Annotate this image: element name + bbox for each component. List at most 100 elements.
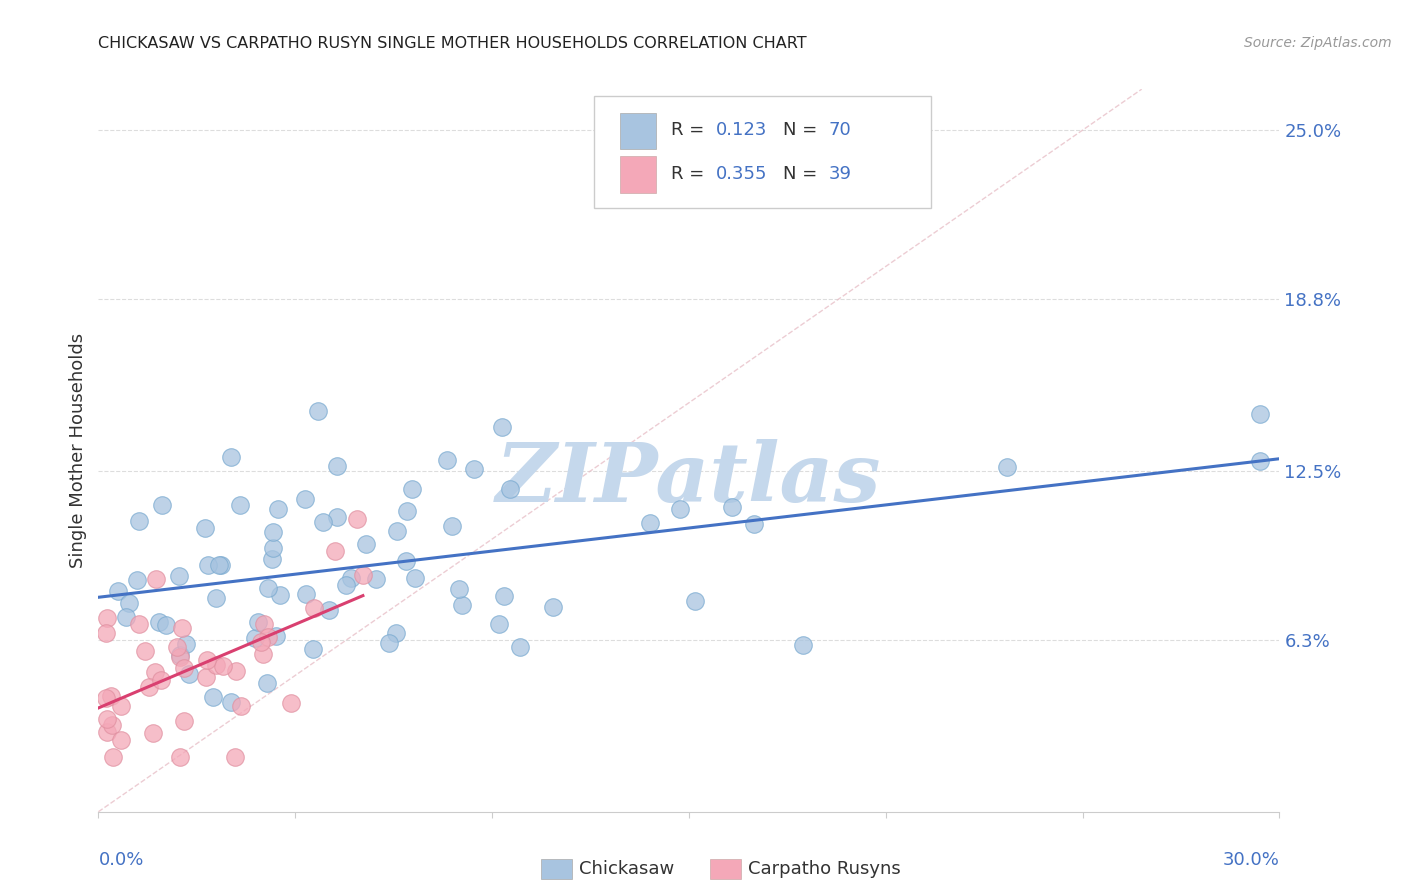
Text: N =: N = [783, 121, 824, 139]
Point [128, 514, 150, 528]
Point [436, 453, 458, 467]
Point [134, 644, 156, 658]
Y-axis label: Single Mother Households: Single Mother Households [69, 333, 87, 568]
Point [138, 680, 160, 694]
Point [169, 750, 191, 764]
Text: 70: 70 [828, 121, 851, 139]
Text: 30.0%: 30.0% [1223, 851, 1279, 869]
FancyBboxPatch shape [620, 113, 655, 149]
Point [96, 610, 118, 624]
Point [249, 635, 271, 649]
Point [499, 482, 522, 496]
Point [318, 603, 340, 617]
Text: Source: ZipAtlas.com: Source: ZipAtlas.com [1244, 36, 1392, 50]
Point [143, 665, 166, 679]
Point [257, 630, 280, 644]
Point [1249, 408, 1271, 422]
Point [145, 572, 167, 586]
FancyBboxPatch shape [620, 156, 655, 193]
Point [301, 642, 323, 657]
Point [995, 460, 1018, 475]
Point [256, 676, 278, 690]
Point [447, 582, 470, 596]
Point [142, 726, 165, 740]
Text: Chickasaw: Chickasaw [579, 860, 675, 878]
Point [224, 750, 246, 764]
FancyBboxPatch shape [595, 96, 931, 209]
Point [101, 750, 124, 764]
Point [245, 631, 267, 645]
Point [302, 600, 325, 615]
Point [269, 587, 291, 601]
Text: R =: R = [671, 121, 710, 139]
Point [169, 648, 191, 662]
Point [229, 498, 252, 512]
Point [396, 504, 419, 518]
Point [541, 600, 564, 615]
Text: 0.0%: 0.0% [98, 851, 143, 869]
Point [295, 587, 318, 601]
Text: Carpatho Rusyns: Carpatho Rusyns [748, 860, 901, 878]
Point [488, 617, 510, 632]
Point [323, 544, 346, 558]
Point [100, 689, 122, 703]
Point [280, 696, 302, 710]
Point [326, 510, 349, 524]
Point [385, 626, 408, 640]
Point [219, 695, 242, 709]
Point [194, 521, 217, 535]
Point [264, 629, 287, 643]
Point [110, 733, 132, 747]
Point [169, 649, 191, 664]
Point [509, 640, 531, 654]
Point [307, 404, 329, 418]
Text: 39: 39 [828, 165, 851, 183]
Point [212, 658, 235, 673]
Point [173, 660, 195, 674]
Point [494, 589, 516, 603]
Point [176, 637, 198, 651]
Point [148, 615, 170, 629]
Point [195, 669, 218, 683]
Point [197, 558, 219, 573]
Point [262, 541, 284, 556]
Point [638, 516, 661, 530]
Text: ZIPatlas: ZIPatlas [496, 440, 882, 519]
Text: 0.123: 0.123 [716, 121, 768, 139]
Text: N =: N = [783, 165, 824, 183]
Point [118, 596, 141, 610]
Point [1249, 454, 1271, 468]
Point [257, 581, 280, 595]
Text: R =: R = [671, 165, 710, 183]
Point [107, 584, 129, 599]
Point [205, 591, 228, 606]
Point [262, 525, 284, 540]
Point [252, 647, 274, 661]
Point [491, 419, 513, 434]
Point [96, 626, 118, 640]
Point [201, 690, 224, 705]
Point [395, 554, 418, 568]
Point [96, 724, 118, 739]
Point [204, 658, 226, 673]
Point [340, 571, 363, 585]
Point [266, 501, 288, 516]
Point [294, 491, 316, 506]
Point [463, 462, 485, 476]
Point [312, 515, 335, 529]
Point [401, 482, 423, 496]
Point [155, 618, 177, 632]
Point [114, 610, 136, 624]
Point [101, 717, 124, 731]
Point [683, 594, 706, 608]
Point [173, 714, 195, 729]
Point [247, 615, 270, 630]
Point [96, 690, 118, 705]
Point [354, 537, 377, 551]
Point [195, 653, 218, 667]
Point [378, 636, 401, 650]
Text: 0.355: 0.355 [716, 165, 768, 183]
Point [209, 558, 232, 573]
Point [172, 620, 194, 634]
Point [149, 673, 172, 687]
